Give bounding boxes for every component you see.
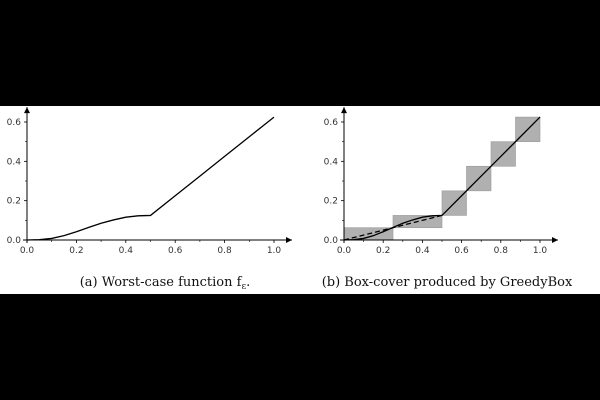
y-tick-label: 0.2 <box>324 197 338 207</box>
dashed-series-line <box>343 214 443 241</box>
function-line <box>26 116 275 241</box>
x-tick-label: 0.2 <box>376 246 390 256</box>
y-axis-arrow <box>341 107 347 114</box>
y-tick-label: 0.6 <box>7 118 22 128</box>
y-tick-label: 0.6 <box>324 118 339 128</box>
x-tick-label: 0.8 <box>494 246 509 256</box>
x-tick-label: 0.4 <box>415 246 430 256</box>
y-tick-label: 0.2 <box>7 197 21 207</box>
figure-panel: 0.0 0.2 0.4 0.6 0.8 1.0 0.0 0.2 0.4 0.6 0.0 0.2 0.4… <box>0 106 600 294</box>
y-tick-label: 0.0 <box>7 236 22 246</box>
caption-a-subscript: ε <box>241 282 246 292</box>
caption-a-period: . <box>246 275 250 290</box>
x-tick-label: 0.2 <box>69 246 83 256</box>
function-line <box>343 116 541 241</box>
x-tick-label: 0.8 <box>217 246 232 256</box>
y-tick-label: 0.0 <box>324 236 339 246</box>
x-tick-label: 1.0 <box>267 246 282 256</box>
caption-b: (b) Box-cover produced by GreedyBox <box>322 275 573 290</box>
y-tick-label: 0.4 <box>324 157 339 167</box>
chart-a: 0.0 0.2 0.4 0.6 0.8 1.0 0.0 0.2 0.4 0.6 <box>7 107 292 256</box>
x-axis-arrow <box>286 237 292 243</box>
x-axis-arrow <box>552 237 558 243</box>
caption-a: (a) Worst-case function fε. <box>80 275 251 292</box>
y-tick-label: 0.4 <box>7 157 22 167</box>
x-tick-label: 0.0 <box>20 246 35 256</box>
x-tick-label: 0.4 <box>119 246 134 256</box>
x-tick-label: 0.0 <box>337 246 352 256</box>
x-tick-label: 1.0 <box>533 246 548 256</box>
x-tick-label: 0.6 <box>168 246 183 256</box>
y-axis-arrow <box>24 107 30 114</box>
x-tick-label: 0.6 <box>454 246 469 256</box>
figure-canvas: 0.0 0.2 0.4 0.6 0.8 1.0 0.0 0.2 0.4 0.6 0.0 0.2 0.4… <box>7 107 573 292</box>
chart-b: 0.0 0.2 0.4 0.6 0.8 1.0 0.0 0.2 0.4 0.6 <box>324 107 558 256</box>
